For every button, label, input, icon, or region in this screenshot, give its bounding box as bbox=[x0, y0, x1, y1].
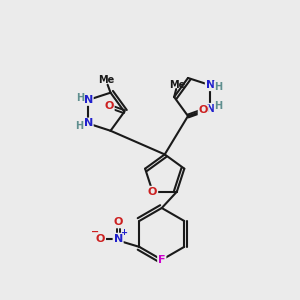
Text: O: O bbox=[113, 218, 123, 227]
Text: O: O bbox=[96, 234, 105, 244]
Text: Me: Me bbox=[98, 75, 114, 85]
Text: N: N bbox=[83, 118, 93, 128]
Text: H: H bbox=[214, 82, 223, 92]
Text: F: F bbox=[158, 255, 166, 265]
Text: O: O bbox=[104, 101, 114, 111]
Text: −: − bbox=[91, 227, 99, 237]
Text: N: N bbox=[113, 234, 123, 244]
Text: H: H bbox=[75, 122, 83, 131]
Text: +: + bbox=[120, 228, 127, 237]
Text: N: N bbox=[83, 95, 93, 105]
Text: H: H bbox=[76, 94, 84, 103]
Text: N: N bbox=[206, 80, 215, 90]
Text: N: N bbox=[206, 104, 215, 114]
Text: H: H bbox=[214, 101, 223, 111]
Text: O: O bbox=[148, 187, 157, 197]
Text: O: O bbox=[199, 105, 208, 115]
Text: Me: Me bbox=[169, 80, 186, 90]
